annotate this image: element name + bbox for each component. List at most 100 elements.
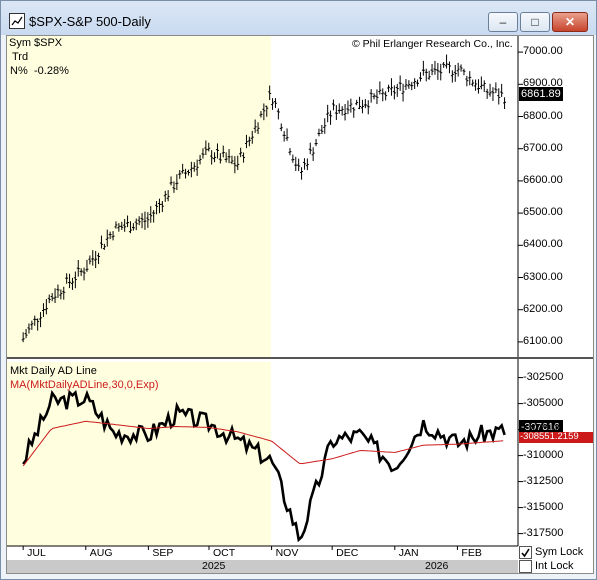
- minimize-button[interactable]: –: [488, 12, 518, 32]
- axis-ticks: [22, 51, 523, 550]
- close-button[interactable]: ✕: [552, 12, 588, 32]
- month-label: NOV: [275, 547, 299, 559]
- minimize-icon: –: [499, 15, 507, 29]
- price-bar: [462, 68, 466, 76]
- price-bar: [236, 155, 240, 171]
- price-bar: [88, 255, 92, 265]
- price-bar: [358, 96, 362, 110]
- price-bar: [491, 87, 495, 101]
- price-bar: [33, 315, 37, 326]
- price-bar: [413, 78, 417, 89]
- ad-last-badge: [519, 420, 563, 434]
- price-bar: [349, 98, 353, 113]
- price-bar: [488, 83, 492, 97]
- price-bar: [128, 221, 132, 234]
- price-bar: [442, 61, 446, 68]
- price-bar: [392, 85, 396, 100]
- price-y-tick-label: 7000.00: [523, 45, 563, 58]
- month-label: JAN: [398, 547, 419, 559]
- price-bar: [337, 103, 341, 114]
- price-bar: [305, 158, 309, 171]
- price-bar: [389, 78, 393, 96]
- ad-y-tick-label: -307500: [523, 422, 564, 435]
- price-panel-highlight: [7, 36, 271, 358]
- price-bar: [166, 190, 170, 202]
- price-bar: [285, 128, 289, 141]
- price-bar: [44, 299, 48, 315]
- price-y-tick-label: 6600.00: [523, 173, 563, 186]
- price-bar: [300, 167, 304, 180]
- price-bar: [433, 60, 437, 75]
- price-y-tick-label: 6200.00: [523, 302, 563, 315]
- price-bar: [126, 215, 130, 228]
- price-bar: [453, 64, 457, 82]
- price-bar: [195, 159, 199, 176]
- price-bar: [494, 82, 498, 94]
- price-bar: [459, 64, 463, 72]
- price-bar: [418, 72, 422, 82]
- sym-label: Sym: [9, 37, 31, 49]
- price-bar: [262, 103, 266, 121]
- price-bar: [468, 71, 472, 86]
- price-bar: [317, 128, 321, 137]
- price-bar: [279, 123, 283, 132]
- price-bar: [404, 79, 408, 91]
- price-y-tick-label: 6700.00: [523, 141, 563, 154]
- price-bar: [120, 221, 124, 230]
- close-icon: ✕: [564, 15, 576, 29]
- n-percent-value: -0.28%: [34, 65, 69, 77]
- price-bar: [163, 190, 167, 202]
- price-bar: [215, 143, 219, 159]
- price-bar: [302, 158, 306, 170]
- price-bar: [340, 106, 344, 116]
- price-bar: [41, 303, 45, 318]
- price-bar: [117, 223, 121, 232]
- price-bar: [384, 91, 388, 101]
- price-bar: [221, 145, 225, 158]
- price-bar: [85, 259, 89, 272]
- price-bar: [346, 100, 350, 115]
- price-y-tick-label: 6900.00: [523, 77, 563, 90]
- price-bar: [53, 288, 57, 304]
- price-bar: [79, 268, 83, 276]
- price-bar: [50, 293, 54, 302]
- price-bar: [485, 88, 489, 99]
- price-bar: [500, 83, 504, 97]
- price-bar: [210, 150, 214, 165]
- price-bar: [230, 155, 234, 165]
- chart-area[interactable]: Sym $SPX Trd N% -0.28% © Phil Erlanger R…: [6, 35, 594, 574]
- maximize-icon: □: [531, 15, 539, 29]
- price-bar: [137, 216, 141, 226]
- ad-last-value: -307616: [521, 421, 560, 433]
- price-bar: [497, 88, 501, 105]
- price-bar: [430, 63, 434, 76]
- price-bar: [482, 80, 486, 92]
- price-bar: [65, 273, 69, 284]
- price-bar: [387, 84, 391, 93]
- sym-lock-checkbox[interactable]: [519, 546, 532, 559]
- price-bar: [421, 60, 425, 76]
- price-bar: [233, 156, 237, 174]
- price-bar: [189, 161, 193, 178]
- price-bar: [68, 273, 72, 289]
- price-last-value: 6861.89: [521, 88, 561, 100]
- ma-last-value: -308551.2159: [520, 431, 579, 442]
- title-bar[interactable]: $SPX-S&P 500-Daily – □ ✕: [1, 1, 596, 35]
- ad-y-tick-label: -315000: [523, 500, 564, 513]
- price-bar: [465, 75, 469, 87]
- price-y-tick-label: 6300.00: [523, 270, 563, 283]
- chart-canvas[interactable]: [7, 36, 593, 573]
- month-label: DEC: [336, 547, 359, 559]
- price-bar: [398, 75, 402, 91]
- price-bar: [343, 104, 347, 121]
- price-bar: [320, 124, 324, 135]
- price-bar: [111, 231, 115, 241]
- price-bar: [471, 79, 475, 87]
- ad-panel-title: Mkt Daily AD Line: [10, 365, 97, 377]
- price-bar: [445, 54, 449, 69]
- price-bar: [372, 93, 376, 100]
- int-lock-checkbox[interactable]: [519, 560, 532, 573]
- maximize-button[interactable]: □: [520, 12, 550, 32]
- price-bar: [207, 142, 211, 152]
